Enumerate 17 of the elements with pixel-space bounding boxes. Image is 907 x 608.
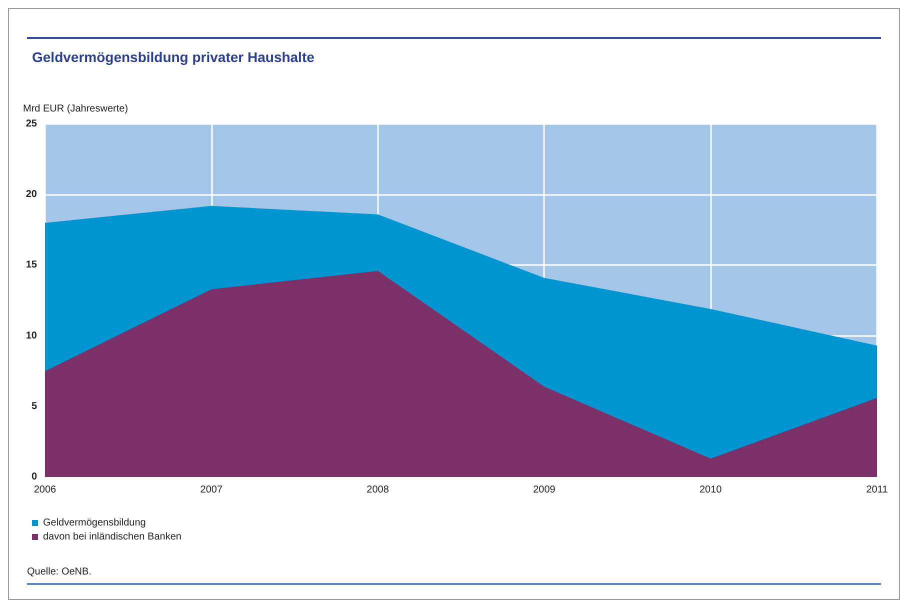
x-tick-label: 2009 — [533, 484, 556, 496]
legend-label: Geldvermögensbildung — [43, 518, 146, 528]
y-tick-label: 5 — [31, 400, 38, 412]
x-tick-label: 2011 — [866, 484, 888, 496]
y-tick-label: 20 — [26, 189, 38, 200]
chart-title: Geldvermögensbildung privater Haushalte — [32, 49, 315, 65]
y-tick-label: 10 — [26, 330, 38, 342]
source-note: Quelle: OeNB. — [27, 566, 92, 578]
legend-label: davon bei inländischen Banken — [43, 532, 182, 542]
x-tick-label: 2007 — [200, 484, 223, 496]
x-tick-label: 2006 — [34, 484, 57, 496]
y-tick-label: 15 — [26, 260, 38, 271]
x-tick-label: 2008 — [366, 484, 390, 496]
x-tick-label: 2010 — [699, 484, 722, 496]
y-tick-label: 0 — [31, 472, 38, 482]
y-axis-title: Mrd EUR (Jahreswerte) — [23, 104, 128, 114]
y-tick-label: 25 — [26, 118, 38, 130]
